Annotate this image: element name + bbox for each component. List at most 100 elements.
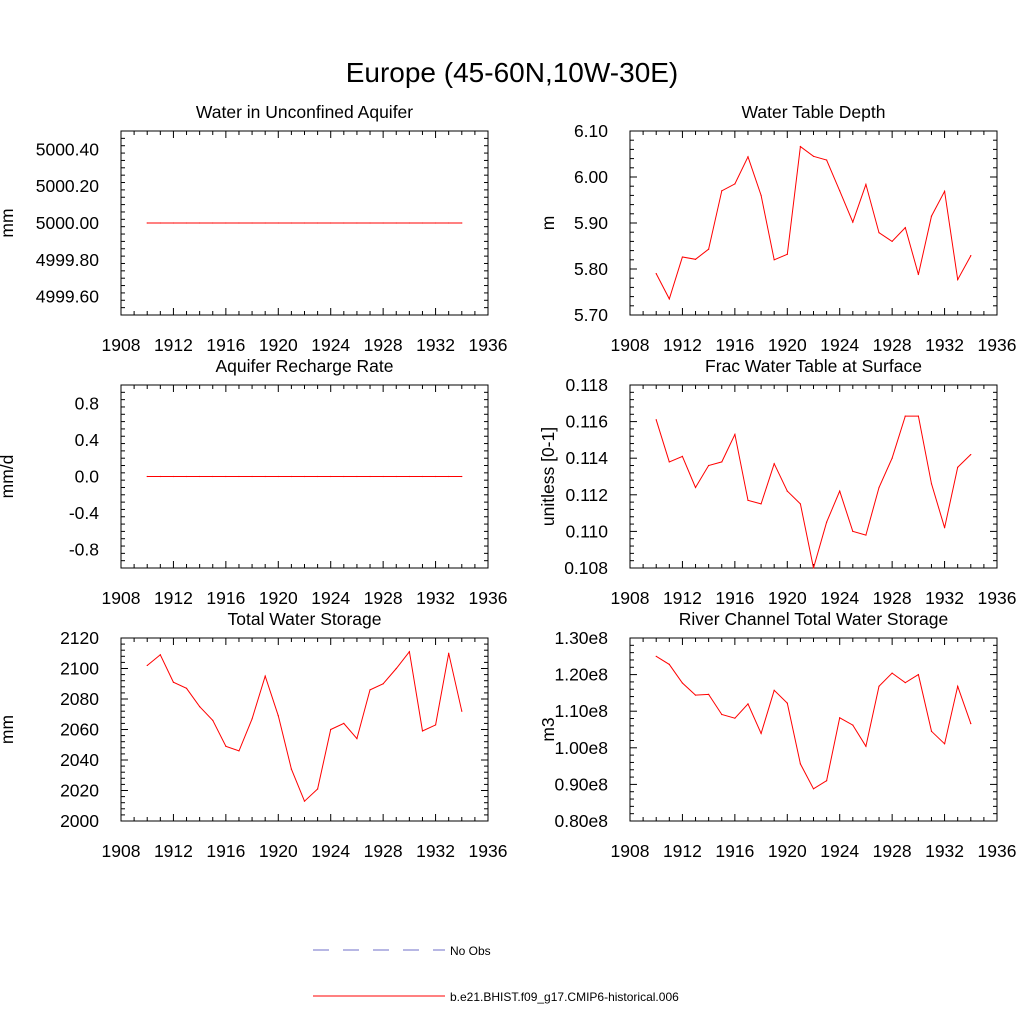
y-tick-label: 2020 bbox=[60, 781, 99, 801]
data-point bbox=[904, 415, 906, 417]
data-point bbox=[970, 453, 972, 456]
data-point bbox=[839, 717, 841, 719]
data-point bbox=[681, 682, 684, 684]
x-tick-label: 1908 bbox=[102, 588, 141, 608]
x-tick-label: 1920 bbox=[768, 335, 807, 355]
data-point bbox=[146, 475, 148, 478]
data-point bbox=[865, 745, 867, 747]
y-tick-label: 1.10e8 bbox=[554, 701, 608, 721]
data-point bbox=[172, 475, 175, 478]
data-point bbox=[159, 222, 161, 224]
data-point bbox=[185, 687, 188, 689]
y-tick-label: 0.90e8 bbox=[554, 774, 608, 794]
data-point bbox=[434, 475, 437, 478]
data-point bbox=[356, 222, 358, 224]
data-point bbox=[146, 222, 148, 224]
y-tick-label: 2060 bbox=[60, 720, 99, 740]
panel-2: Water Table Depth m 1908 1912 1916 1920 1924 19… bbox=[538, 102, 1016, 355]
plot-frame bbox=[120, 637, 489, 822]
x-tick-label: 1912 bbox=[154, 841, 193, 861]
x-tick-label: 1936 bbox=[469, 588, 508, 608]
y-axis-label: mm bbox=[0, 715, 17, 744]
data-point bbox=[461, 475, 463, 478]
y-tick-label: 4999.80 bbox=[36, 250, 100, 270]
data-point bbox=[852, 221, 854, 223]
data-point bbox=[878, 232, 880, 234]
data-point bbox=[681, 256, 684, 258]
plot-frame bbox=[629, 637, 998, 822]
data-point bbox=[395, 475, 397, 478]
data-point bbox=[303, 475, 306, 478]
data-point bbox=[317, 788, 319, 790]
y-tick-label: 0.112 bbox=[566, 485, 609, 505]
x-tick-label: 1936 bbox=[978, 335, 1017, 355]
data-point bbox=[917, 273, 919, 276]
legend: No Obs b.e21.BHIST.f09_g17.CMIP6-histori… bbox=[313, 944, 679, 1004]
data-point bbox=[212, 222, 214, 224]
data-point bbox=[264, 675, 266, 677]
x-tick-label: 1912 bbox=[154, 588, 193, 608]
x-tick-label: 1928 bbox=[364, 335, 403, 355]
data-point bbox=[943, 743, 946, 745]
data-point bbox=[799, 763, 801, 765]
x-tick-label: 1924 bbox=[820, 841, 859, 861]
data-point bbox=[694, 486, 697, 489]
x-tick-label: 1916 bbox=[206, 588, 245, 608]
x-tick-label: 1932 bbox=[416, 335, 455, 355]
data-point bbox=[721, 461, 723, 463]
y-tick-label: 1.00e8 bbox=[554, 738, 608, 758]
data-point bbox=[668, 298, 670, 300]
data-point bbox=[917, 674, 919, 676]
x-tick-label: 1912 bbox=[154, 335, 193, 355]
data-point bbox=[369, 475, 371, 478]
data-point bbox=[199, 706, 201, 708]
y-tick-label: 5000.40 bbox=[36, 139, 100, 159]
data-point bbox=[760, 503, 762, 505]
data-point bbox=[199, 222, 201, 224]
data-point bbox=[199, 475, 201, 478]
panel-title: Water Table Depth bbox=[742, 102, 886, 122]
y-tick-label: 0.8 bbox=[75, 393, 99, 413]
x-tick-label: 1908 bbox=[611, 588, 650, 608]
data-point bbox=[826, 780, 828, 782]
series-line-1 bbox=[655, 415, 972, 569]
data-point bbox=[238, 475, 240, 478]
data-point bbox=[317, 222, 319, 224]
data-point bbox=[264, 222, 266, 224]
data-point bbox=[760, 194, 762, 196]
x-tick-label: 1912 bbox=[663, 841, 702, 861]
y-tick-label: 5.80 bbox=[574, 259, 608, 279]
data-point bbox=[172, 222, 175, 224]
data-point bbox=[172, 681, 175, 683]
data-point bbox=[185, 475, 188, 478]
panel-title: Total Water Storage bbox=[227, 609, 381, 629]
x-tick-label: 1912 bbox=[663, 588, 702, 608]
data-point bbox=[290, 768, 292, 770]
data-point bbox=[734, 717, 736, 719]
x-tick-label: 1924 bbox=[820, 335, 859, 355]
y-tick-label: 2120 bbox=[60, 628, 99, 648]
y-tick-label: -0.4 bbox=[69, 503, 99, 523]
data-point bbox=[786, 702, 788, 704]
y-axis-label: m bbox=[538, 216, 558, 231]
data-point bbox=[369, 689, 371, 691]
data-point bbox=[839, 190, 841, 192]
data-point bbox=[917, 415, 919, 417]
data-point bbox=[694, 694, 697, 696]
x-tick-label: 1908 bbox=[611, 335, 650, 355]
panel-title: River Channel Total Water Storage bbox=[679, 609, 948, 629]
data-point bbox=[957, 466, 959, 468]
data-point bbox=[786, 253, 788, 255]
data-point bbox=[708, 248, 710, 250]
data-point bbox=[799, 146, 801, 148]
plot-frame bbox=[629, 130, 998, 316]
data-point bbox=[356, 738, 358, 740]
data-point bbox=[708, 464, 710, 467]
data-point bbox=[957, 278, 959, 281]
data-point bbox=[708, 693, 710, 695]
data-point bbox=[734, 433, 736, 436]
data-point bbox=[382, 475, 384, 478]
data-point bbox=[185, 222, 188, 224]
y-axis-label: mm bbox=[0, 208, 17, 237]
data-point bbox=[668, 461, 670, 463]
